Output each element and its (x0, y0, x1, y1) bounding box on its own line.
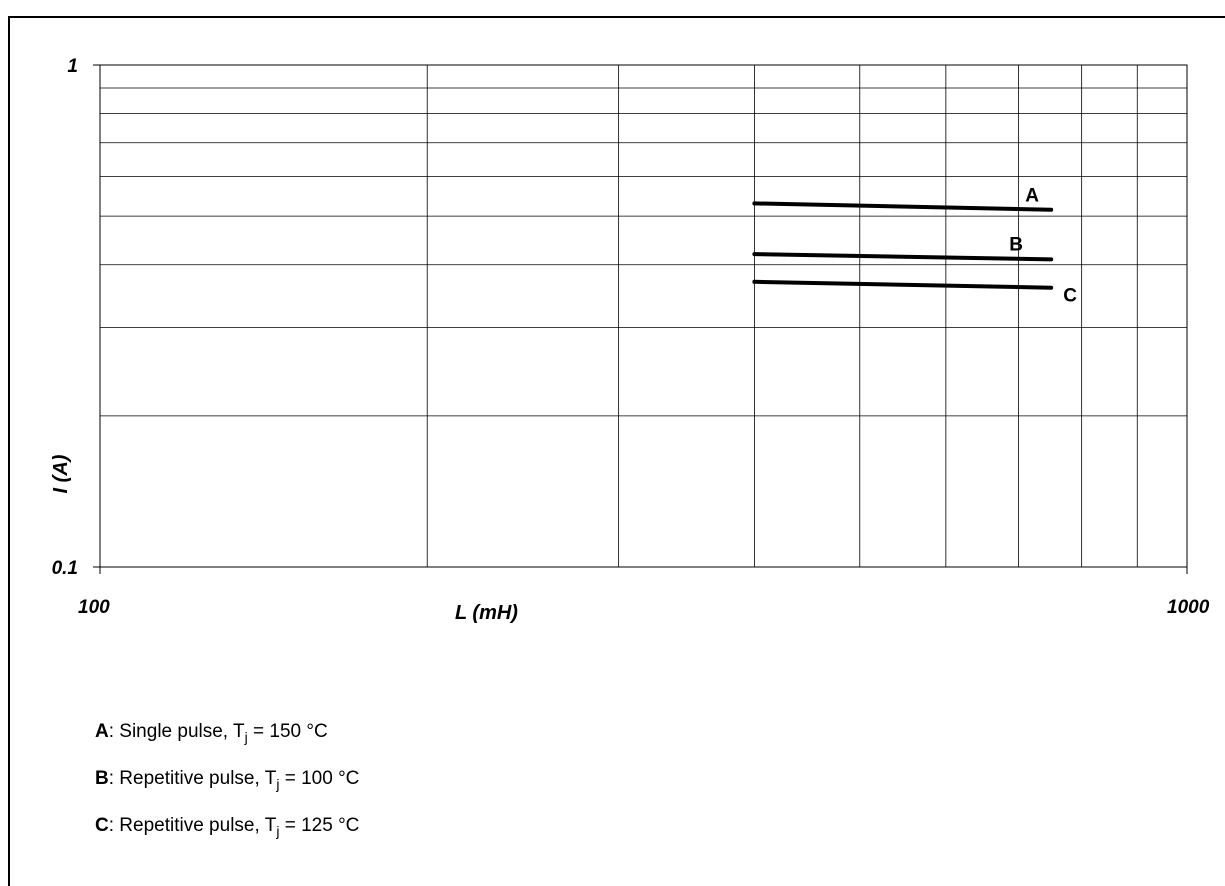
series-label-c: C (1063, 286, 1077, 307)
legend-text-c: : Repetitive pulse, T (108, 815, 277, 836)
legend-key-c: C (95, 815, 109, 836)
legend-key-a: A (95, 721, 109, 742)
legend-value-c: = 125 °C (279, 815, 360, 836)
legend-entry-c: C: Repetitive pulse, Tj = 125 °C (95, 814, 359, 843)
legend-key-b: B (95, 768, 109, 789)
legend-value-a: = 150 °C (247, 721, 328, 742)
axis-ticks (93, 64, 1188, 574)
legend-sub-a: j (244, 729, 248, 745)
x-tick-label: 100 (78, 597, 110, 618)
plot-area (99, 64, 1188, 568)
figure-frame (8, 16, 1225, 886)
series-line-c (752, 279, 1054, 290)
y-tick-label: 0.1 (52, 558, 78, 579)
legend-sub-b: j (276, 776, 280, 792)
x-axis-label: L (mH) (455, 602, 518, 624)
legend-text-b: : Repetitive pulse, T (108, 768, 277, 789)
legend-text-a: : Single pulse, T (108, 721, 245, 742)
grid (100, 65, 1187, 567)
legend-entry-a: A: Single pulse, Tj = 150 °C (95, 720, 328, 749)
legend-sub-c: j (276, 823, 280, 839)
y-tick-label: 1 (67, 56, 78, 77)
series-line-a (752, 201, 1054, 212)
legend-value-b: = 100 °C (279, 768, 360, 789)
series (752, 201, 1054, 290)
legend-entry-b: B: Repetitive pulse, Tj = 100 °C (95, 767, 359, 796)
y-axis-label: I (A) (50, 454, 72, 493)
x-tick-label: 1000 (1167, 597, 1210, 618)
series-line-b (752, 252, 1054, 262)
series-label-a: A (1025, 186, 1039, 207)
series-label-b: B (1009, 234, 1023, 255)
